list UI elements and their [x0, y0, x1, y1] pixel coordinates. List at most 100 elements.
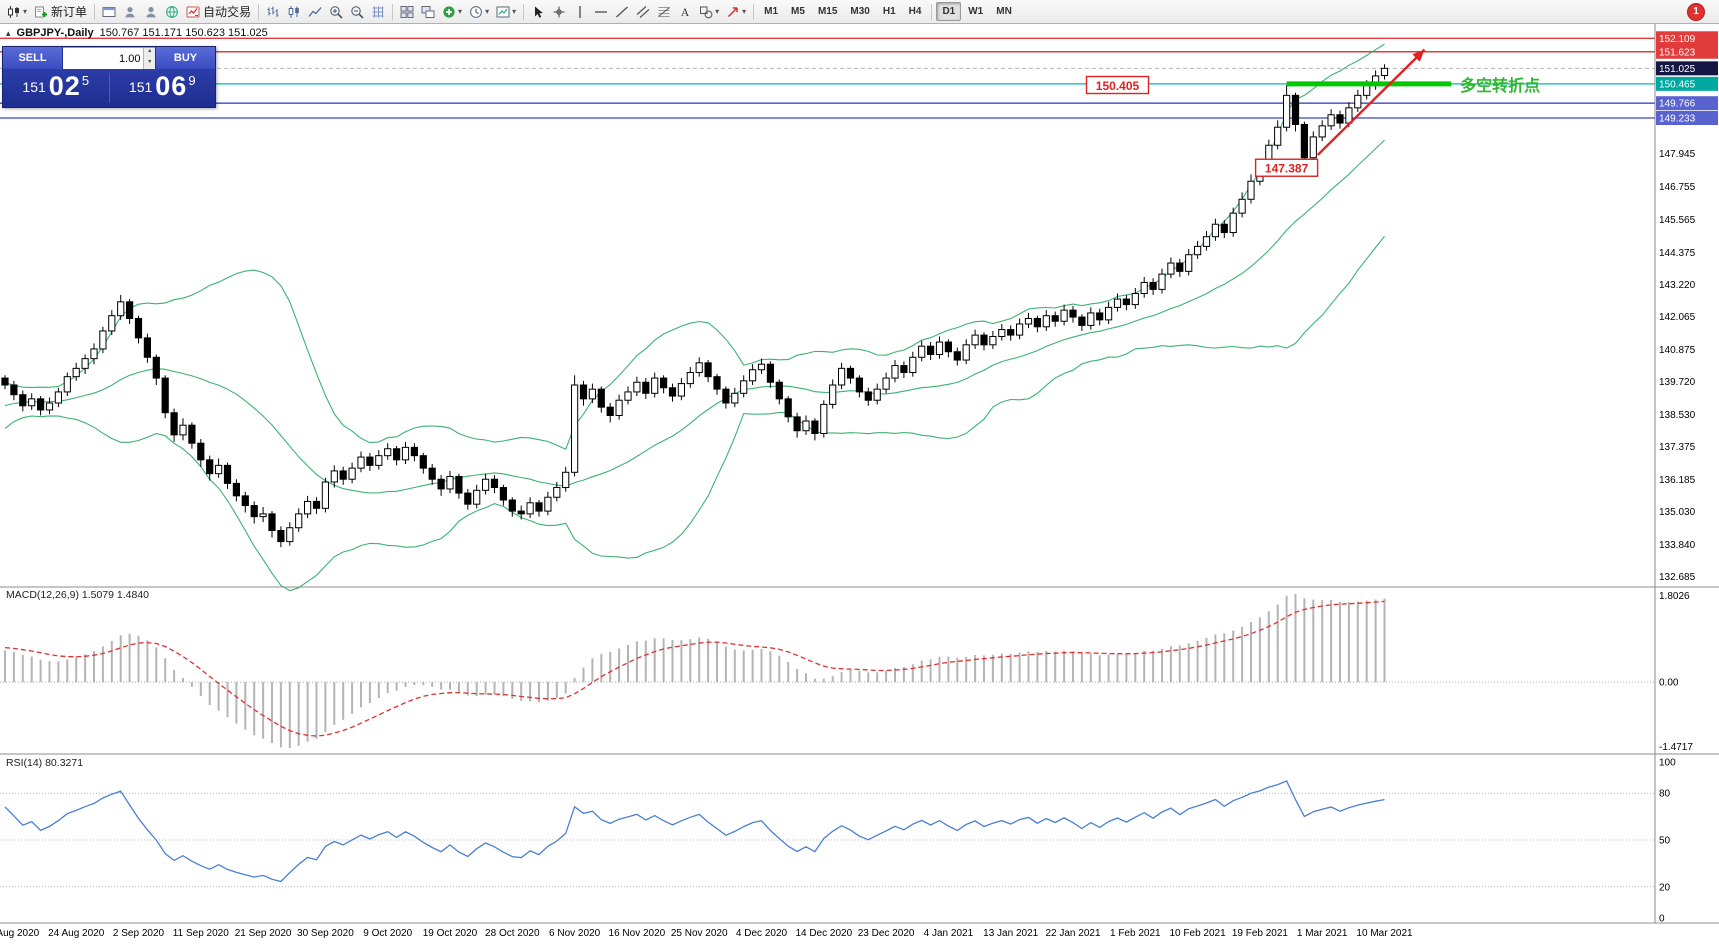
candle-body — [1363, 85, 1371, 96]
candle-body — [553, 487, 561, 498]
timeframe-w1-button[interactable]: W1 — [968, 6, 984, 17]
candle-body — [1149, 281, 1157, 290]
buy-button[interactable]: BUY — [155, 47, 215, 69]
volume-increase-button[interactable]: ▴ — [148, 48, 152, 54]
candle-body — [544, 496, 552, 512]
price-annotation-box[interactable] — [1254, 158, 1319, 177]
chart-profile-icon[interactable] — [99, 2, 119, 22]
timeframe-m15-button[interactable]: M15 — [817, 6, 838, 17]
rsi-axis-label: 100 — [1659, 758, 1676, 769]
fibonacci-icon[interactable] — [654, 2, 674, 22]
candle-body — [490, 478, 499, 489]
data-window-icon[interactable] — [141, 2, 161, 22]
market-watch-icon[interactable] — [120, 2, 140, 22]
sell-price[interactable]: 151 02 5 — [3, 72, 109, 102]
horizontal-line-icon[interactable] — [591, 2, 611, 22]
volume-input[interactable] — [63, 48, 144, 69]
candlestick-chart-icon-glyph — [288, 5, 299, 18]
indicators-icon[interactable]: ▾ — [439, 2, 465, 22]
text-tool-icon-glyph: A — [681, 7, 690, 19]
candle-body — [375, 455, 383, 466]
price-axis-label: 139.720 — [1659, 377, 1696, 388]
trendline-icon[interactable] — [612, 2, 632, 22]
arrows-icon[interactable]: ▾ — [723, 2, 749, 22]
timeframe-m5-button[interactable]: M5 — [791, 6, 805, 17]
candle-body — [989, 335, 997, 346]
rsi-axis-label: 0 — [1659, 914, 1665, 925]
candle-body — [366, 456, 374, 466]
toolbar-separator — [523, 3, 525, 20]
cursor-icon[interactable] — [528, 2, 548, 22]
sell-price-point: 5 — [81, 72, 90, 88]
candle-body — [357, 456, 365, 469]
candle-body — [1318, 125, 1326, 138]
candle-body — [134, 317, 143, 339]
date-axis-label: 22 Jan 2021 — [1045, 928, 1100, 939]
crosshair-icon[interactable] — [549, 2, 569, 22]
chart-window-icon[interactable]: ▾ — [4, 2, 30, 22]
price-axis-label: 133.840 — [1659, 540, 1696, 551]
price-axis-marker-box — [1656, 96, 1718, 111]
candle-body — [660, 377, 668, 389]
candle-body — [846, 367, 855, 379]
volume-decrease-button[interactable]: ▾ — [148, 58, 152, 65]
grid-icon[interactable] — [368, 2, 388, 22]
candle-body — [668, 387, 677, 397]
timeframe-m30-button[interactable]: M30 — [850, 6, 870, 17]
bar-chart-icon[interactable] — [263, 2, 283, 22]
candle-body — [829, 384, 837, 405]
buy-price-pips: 06 — [155, 70, 188, 101]
candle-body — [482, 478, 490, 491]
zoom-in-icon[interactable] — [326, 2, 346, 22]
strategy-navigator-icon[interactable] — [162, 2, 182, 22]
notification-badge[interactable]: 1 — [1687, 2, 1705, 21]
text-tool-icon[interactable]: A — [675, 2, 695, 22]
candle-body — [1024, 317, 1033, 325]
volume-field: ▴ ▾ — [63, 47, 155, 69]
timeframe-mn-button[interactable]: MN — [996, 6, 1012, 17]
periods-icon[interactable]: ▾ — [466, 2, 492, 22]
timeframe-m1-button[interactable]: M1 — [764, 6, 779, 17]
candle-body — [464, 492, 472, 505]
vertical-line-icon[interactable] — [570, 2, 590, 22]
sell-button[interactable]: SELL — [3, 47, 63, 69]
new-order-button[interactable]: 新订单 — [31, 2, 90, 22]
candle-body — [971, 334, 979, 346]
trend-arrow-head — [1412, 49, 1425, 62]
candle-body — [1122, 298, 1131, 306]
timeframe-h4-button[interactable]: H4 — [908, 6, 922, 17]
auto-trading-button[interactable]: 自动交易 — [183, 2, 254, 22]
candlestick-chart-icon[interactable] — [284, 2, 304, 22]
candle-body — [935, 341, 944, 356]
shapes-icon[interactable]: ▾ — [696, 2, 722, 22]
line-chart-icon-glyph — [308, 6, 322, 17]
macd-axis-max-label: 1.8026 — [1659, 591, 1690, 602]
timeframe-h1-button[interactable]: H1 — [882, 6, 896, 17]
cascade-windows-icon[interactable] — [418, 2, 438, 22]
line-chart-icon[interactable] — [305, 2, 325, 22]
candle-body — [1336, 114, 1344, 124]
candle-body — [1194, 245, 1202, 256]
channel-icon[interactable] — [633, 2, 653, 22]
date-axis-label: 4 Jan 2021 — [924, 928, 974, 939]
candle-body — [19, 394, 27, 407]
buy-price[interactable]: 151 06 9 — [110, 70, 216, 102]
trend-arrow[interactable] — [1316, 48, 1426, 156]
dropdown-caret-icon: ▾ — [742, 7, 747, 16]
tile-windows-icon[interactable] — [397, 2, 417, 22]
candle-body — [686, 372, 694, 385]
candle-body — [126, 301, 134, 319]
zoom-out-icon[interactable] — [347, 2, 367, 22]
candle-body — [820, 403, 828, 434]
timeframe-d1-button[interactable]: D1 — [936, 2, 962, 21]
tile-windows-icon-glyph — [400, 5, 414, 18]
candle-body — [713, 376, 721, 390]
date-axis-label: 28 Oct 2020 — [485, 928, 540, 939]
templates-icon[interactable]: ▾ — [493, 2, 519, 22]
price-axis-label: 145.565 — [1659, 215, 1696, 226]
candle-body — [10, 384, 18, 396]
panel-collapse-toggle[interactable]: ▴ — [6, 27, 11, 38]
date-axis-label: 21 Sep 2020 — [235, 928, 292, 939]
price-annotation-box[interactable] — [1085, 75, 1150, 95]
